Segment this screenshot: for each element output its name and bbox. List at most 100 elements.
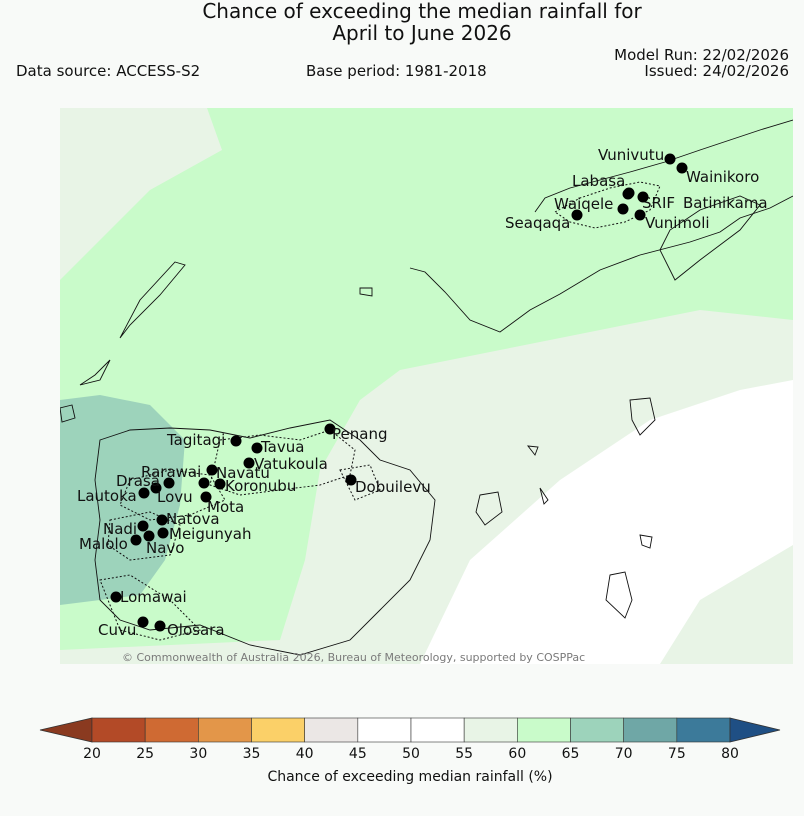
vanua-levu-south-coast — [409, 195, 793, 333]
colorbar-low-extension — [39, 717, 93, 743]
island-h — [60, 404, 76, 423]
viti-levu-coast — [94, 419, 436, 656]
station-label-wainikoro: Wainikoro — [686, 168, 759, 186]
colorbar-tick-label: 80 — [721, 746, 739, 762]
station-marker-wainikoro — [676, 162, 688, 174]
base-period-text: Base period: 1981-2018 — [306, 62, 487, 80]
station-label-vatukoula: Vatukoula — [254, 455, 328, 473]
station-marker-dobuilevu — [345, 474, 357, 486]
station-label-waiqele: Waiqele — [554, 195, 613, 213]
colorbar-swatch — [144, 717, 199, 743]
station-label-tavua: Tavua — [260, 438, 304, 456]
model-run-text: Model Run: 22/02/2026 — [614, 46, 789, 64]
island-c — [605, 571, 633, 619]
colorbar-tick-label: 20 — [83, 746, 101, 762]
colorbar-swatch — [410, 717, 465, 743]
colorbar-tick-label: 40 — [296, 746, 314, 762]
colorbar-tick-label: 25 — [136, 746, 154, 762]
station-label-labasa: Labasa — [572, 172, 625, 190]
station-marker-seaqaqa — [571, 209, 583, 221]
colorbar-tick-label: 75 — [668, 746, 686, 762]
station-marker-meigunyah — [157, 527, 169, 539]
station-label-srif: SRIF — [642, 194, 675, 212]
colorbar-swatch — [570, 717, 624, 743]
labasa-boundary — [554, 181, 661, 229]
dobuilevu-boundary — [339, 464, 381, 501]
island-d — [539, 487, 549, 505]
station-marker-waiqele — [617, 203, 629, 215]
station-label-malolo: Malolo — [79, 535, 128, 553]
station-marker-mota — [200, 491, 212, 503]
colorbar-tick-label: 55 — [455, 746, 473, 762]
station-label-vunimoli: Vunimoli — [645, 214, 710, 232]
station-label-lovu: Lovu — [157, 488, 193, 506]
colorbar-label: Chance of exceeding median rainfall (%) — [267, 769, 552, 785]
station-label-navatu: Navatu — [216, 464, 270, 482]
copyright-notice: © Commonwealth of Australia 2026, Bureau… — [122, 651, 585, 664]
colorbar-swatch — [251, 717, 305, 743]
colorbar-tick-label: 30 — [189, 746, 207, 762]
station-marker-vunivutu — [664, 153, 676, 165]
issued-text: Issued: 24/02/2026 — [644, 62, 789, 80]
station-label-batinikama: Batinikama — [683, 194, 768, 212]
coastlines — [60, 119, 793, 656]
data-source-text: Data source: ACCESS-S2 — [16, 62, 201, 80]
island-g — [359, 287, 373, 297]
station-marker-tavua — [251, 442, 263, 454]
colorbar-tick-label: 50 — [402, 746, 420, 762]
station-label-meigunyah: Meigunyah — [169, 525, 251, 543]
station-marker-lovu — [163, 477, 175, 489]
band-55-60-northwest — [60, 108, 222, 280]
island-a — [629, 397, 656, 436]
colorbar-tick-label: 65 — [562, 746, 580, 762]
station-marker-cuvu — [137, 616, 149, 628]
colorbar-tick-label: 45 — [349, 746, 367, 762]
map-title-line2: April to June 2026 — [332, 21, 512, 45]
station-label-cuvu: Cuvu — [98, 621, 136, 639]
vanua-levu-north-coast — [534, 119, 793, 213]
colorbar-high-extension — [729, 717, 781, 743]
station-label-koronubu: Koronubu — [225, 477, 296, 495]
station-label-vunivutu: Vunivutu — [598, 146, 664, 164]
station-label-nadi: Nadi — [103, 520, 137, 538]
island-f — [527, 445, 539, 456]
station-label-mota: Mota — [207, 498, 244, 516]
station-label-penang: Penang — [332, 425, 387, 443]
station-marker-vunimoli — [634, 209, 646, 221]
station-marker-srif — [622, 188, 634, 200]
station-marker-koronubu — [214, 478, 226, 490]
station-marker-drasa — [150, 482, 162, 494]
colorbar-swatch — [91, 717, 146, 743]
colorbar-swatch — [198, 717, 252, 743]
station-marker-rarawai — [206, 464, 218, 476]
band-50-55 — [420, 380, 793, 664]
taveuni-island — [659, 195, 761, 281]
station-marker-batinikama — [637, 191, 649, 203]
yasawa-islands — [119, 261, 186, 339]
station-marker-tagitagi — [230, 435, 242, 447]
station-marker-natova — [156, 514, 168, 526]
colorbar: Chance of exceeding median rainfall (%) … — [39, 717, 781, 785]
colorbar-swatch — [517, 717, 571, 743]
station-label-seaqaqa: Seaqaqa — [505, 214, 570, 232]
station-marker-lautoka — [138, 487, 150, 499]
station-marker-navatu — [198, 477, 210, 489]
station-label-olosara: Olosara — [167, 621, 225, 639]
station-label-navo: Navo — [146, 539, 184, 557]
lautoka-boundary — [119, 469, 226, 521]
island-e — [639, 534, 653, 549]
station-label-drasa: Drasa — [116, 472, 160, 490]
station-label-lomawai: Lomawai — [120, 588, 187, 606]
station-marker-penang — [324, 423, 336, 435]
station-label-dobuilevu: Dobuilevu — [355, 478, 431, 496]
station-marker-olosara — [154, 620, 166, 632]
island-b — [475, 491, 503, 526]
station-marker-malolo — [130, 534, 142, 546]
colorbar-tick-label: 60 — [508, 746, 526, 762]
islet-northwest — [79, 359, 111, 386]
station-label-tagitagi: Tagitagi — [166, 431, 225, 449]
station-label-lautoka: Lautoka — [77, 487, 137, 505]
map-title-line1: Chance of exceeding the median rainfall … — [202, 0, 642, 23]
station-label-rarawai: Rarawai — [141, 463, 201, 481]
